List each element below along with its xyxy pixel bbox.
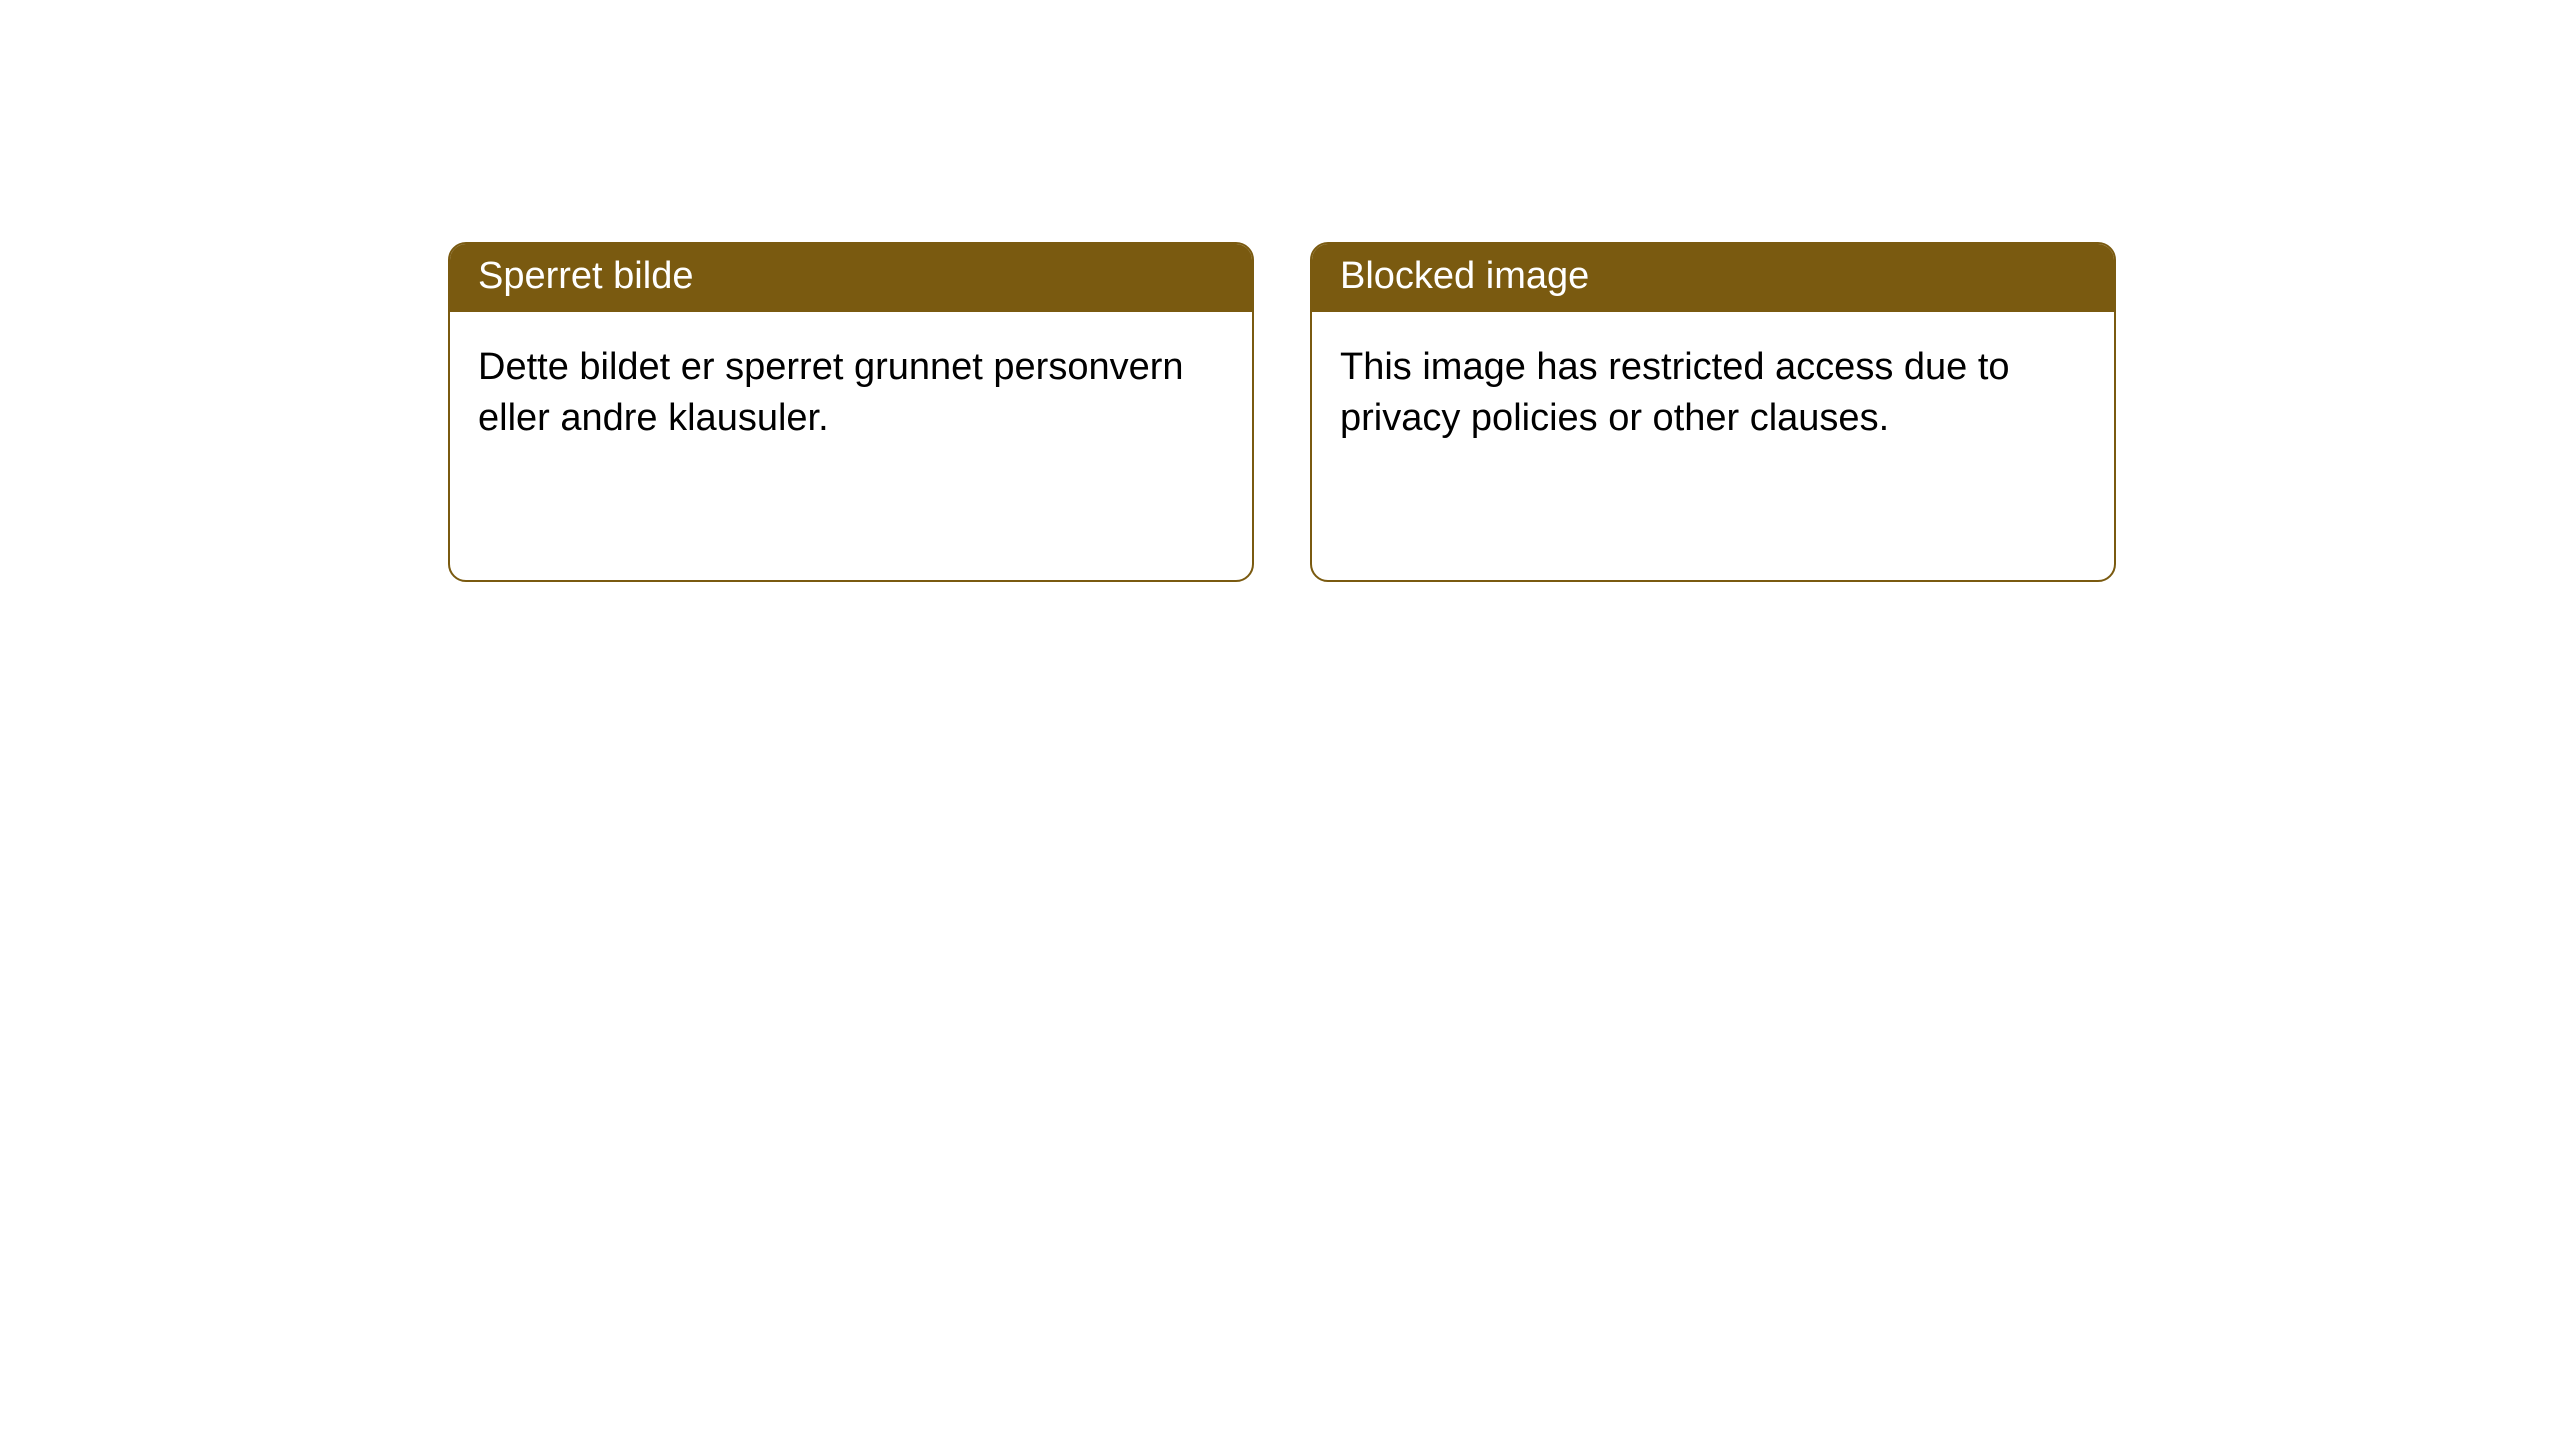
card-header: Sperret bilde: [450, 244, 1252, 312]
card-body-text: This image has restricted access due to …: [1340, 346, 2010, 439]
blocked-image-card-en: Blocked image This image has restricted …: [1310, 242, 2116, 582]
blocked-image-card-no: Sperret bilde Dette bildet er sperret gr…: [448, 242, 1254, 582]
card-body-text: Dette bildet er sperret grunnet personve…: [478, 346, 1184, 439]
card-title: Blocked image: [1340, 255, 1589, 297]
card-title: Sperret bilde: [478, 255, 693, 297]
notice-container: Sperret bilde Dette bildet er sperret gr…: [0, 0, 2560, 582]
card-header: Blocked image: [1312, 244, 2114, 312]
card-body: Dette bildet er sperret grunnet personve…: [450, 312, 1252, 475]
card-body: This image has restricted access due to …: [1312, 312, 2114, 475]
